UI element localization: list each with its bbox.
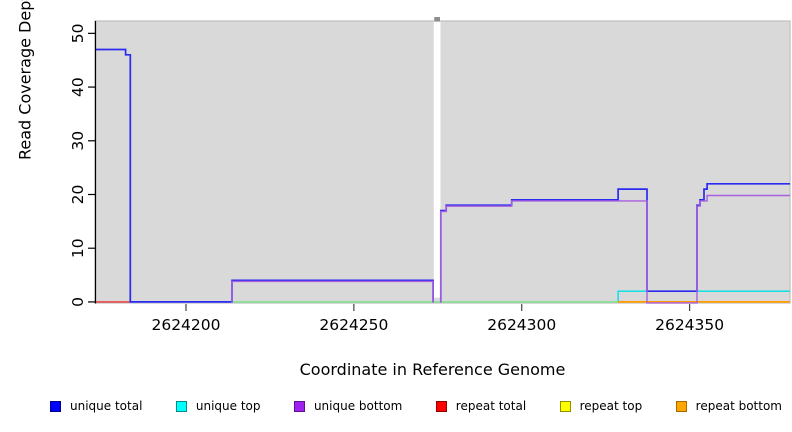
no-data-gap-stub [434, 17, 440, 22]
no-data-gap-band [433, 21, 441, 298]
legend-swatch [50, 400, 61, 412]
legend-item-repeat-bottom: repeat bottom [675, 399, 782, 413]
legend-label: repeat top [579, 399, 643, 413]
x-axis-title: Coordinate in Reference Genome [299, 360, 566, 379]
series-unique-bottom [231, 280, 434, 303]
plot-area [95, 21, 790, 303]
series-unique-total [95, 48, 434, 303]
x-tick-label: 2624350 [655, 316, 724, 334]
x-tick-label: 2624250 [319, 316, 388, 334]
legend-item-repeat-total: repeat total [435, 399, 527, 413]
y-tick-label: 20 [69, 185, 87, 205]
legend-item-unique-bottom: unique bottom [293, 399, 403, 413]
legend-item-repeat-top: repeat top [559, 399, 643, 413]
legend-label: unique total [70, 399, 143, 413]
legend-swatch [675, 400, 687, 412]
y-tick-label: 10 [69, 238, 87, 258]
y-tick-label: 40 [69, 77, 87, 97]
legend-swatch [435, 400, 447, 412]
legend-swatch [175, 400, 187, 412]
legend: unique total unique top unique bottom repea… [50, 399, 782, 413]
legend-label: unique bottom [313, 399, 403, 413]
series-unique-bottom [440, 194, 790, 304]
legend-item-unique-total: unique total [50, 399, 142, 413]
x-tick-label: 2624300 [487, 316, 556, 334]
y-tick-label: 0 [69, 297, 87, 307]
legend-swatch [293, 400, 305, 412]
y-tick-label: 30 [69, 131, 87, 151]
legend-label: repeat total [455, 399, 527, 413]
legend-item-unique-top: unique top [175, 399, 261, 413]
legend-label: repeat bottom [695, 399, 782, 413]
legend-swatch [559, 400, 571, 412]
x-tick-label: 2624200 [151, 316, 220, 334]
y-tick-label: 50 [69, 23, 87, 43]
legend-label: unique top [195, 399, 261, 413]
